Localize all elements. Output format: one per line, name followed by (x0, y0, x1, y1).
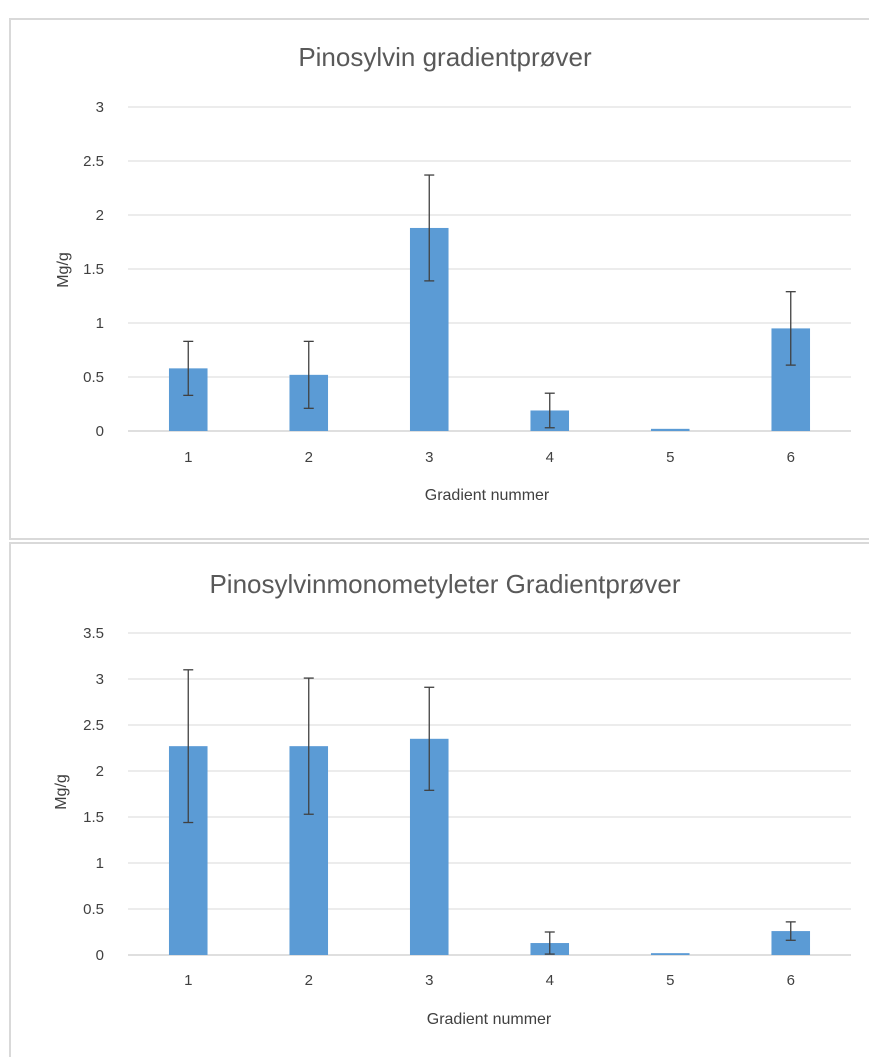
y-axis-ticks: 0 0.5 1 1.5 2 2.5 3 3.5 (83, 625, 104, 964)
y-axis-ticks: 0 0.5 1 1.5 2 2.5 3 (83, 99, 104, 440)
y-tick-label: 3.5 (83, 625, 104, 642)
y-tick-label: 0 (96, 947, 104, 964)
error-bar (785, 291, 796, 366)
error-bar (424, 686, 435, 791)
x-tick-label: 1 (184, 972, 192, 989)
x-axis-ticks: 1 2 3 4 5 6 (184, 449, 795, 466)
y-tick-label: 2.5 (83, 717, 104, 734)
error-bar (303, 677, 314, 815)
chart-title: Pinosylvin gradientprøver (298, 42, 592, 72)
y-axis-label: Mg/g (55, 252, 72, 288)
bar (650, 428, 690, 431)
gridlines (128, 632, 851, 956)
x-tick-label: 3 (425, 972, 433, 989)
x-tick-label: 4 (546, 449, 554, 466)
y-axis-label: Mg/g (53, 774, 70, 810)
x-tick-label: 2 (305, 449, 313, 466)
x-axis-ticks: 1 2 3 4 5 6 (184, 972, 795, 989)
x-axis-label: Gradient nummer (425, 487, 550, 504)
y-tick-label: 1 (96, 855, 104, 872)
error-bar (785, 921, 796, 941)
pinosylvin-chart: Pinosylvin gradientprøver 00.511.522.53 … (55, 42, 851, 504)
x-tick-label: 6 (787, 449, 795, 466)
y-tick-label: 0.5 (83, 901, 104, 918)
x-tick-label: 5 (666, 449, 674, 466)
y-tick-label: 2 (96, 207, 104, 224)
y-tick-label: 0 (96, 423, 104, 440)
chart-title: Pinosylvinmonometyleter Gradientprøver (209, 569, 680, 599)
y-tick-label: 3 (96, 671, 104, 688)
y-tick-label: 1.5 (83, 261, 104, 278)
error-bar (424, 174, 435, 282)
error-bars (183, 174, 796, 429)
x-tick-label: 2 (305, 972, 313, 989)
x-tick-label: 5 (666, 972, 674, 989)
x-tick-label: 4 (546, 972, 554, 989)
error-bar (183, 669, 194, 824)
y-tick-label: 1.5 (83, 809, 104, 826)
x-tick-label: 3 (425, 449, 433, 466)
error-bars (183, 669, 796, 955)
bar (650, 953, 690, 955)
x-tick-label: 6 (787, 972, 795, 989)
bar (771, 931, 811, 955)
error-bar (544, 931, 555, 955)
y-tick-label: 2 (96, 763, 104, 780)
x-tick-label: 1 (184, 449, 192, 466)
error-bar (303, 340, 314, 409)
error-bar (544, 392, 555, 429)
error-bar (183, 340, 194, 397)
y-tick-label: 2.5 (83, 153, 104, 170)
y-tick-label: 3 (96, 99, 104, 116)
x-axis-label: Gradient nummer (427, 1011, 552, 1028)
y-tick-label: 1 (96, 315, 104, 332)
gridlines (128, 106, 851, 432)
y-tick-label: 0.5 (83, 369, 104, 386)
top-margin (0, 0, 869, 14)
